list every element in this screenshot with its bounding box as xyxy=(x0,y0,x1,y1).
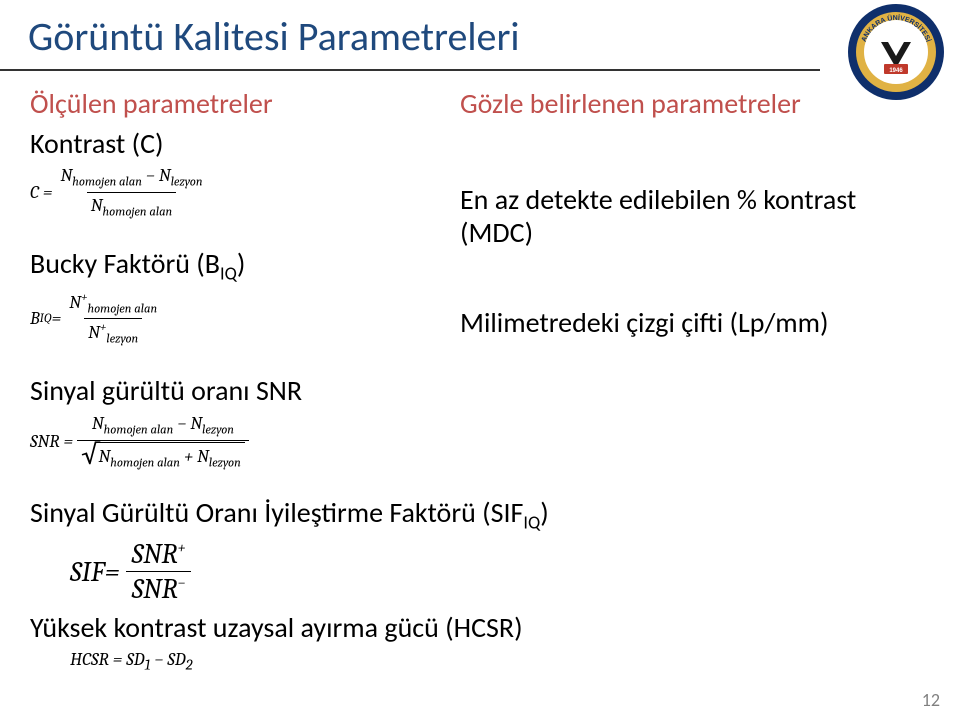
snr-minus: − xyxy=(177,413,190,434)
left-p2: Bucky Faktörü (BIQ) xyxy=(30,247,440,285)
svg-text:1946: 1946 xyxy=(889,68,903,74)
b-lhs-sub: IQ xyxy=(40,311,52,327)
right-p2: Milimetredeki çizgi çifti (Lp/mm) xyxy=(460,306,930,340)
snr-den-n2: N xyxy=(197,446,209,467)
c-den-sub: homojen alan xyxy=(103,206,173,220)
snr-num-n2: N xyxy=(190,413,202,434)
content-columns: Ölçülen parametreler Kontrast (C) C = Nh… xyxy=(0,71,960,490)
hcsr-a: HCSR = SD xyxy=(70,649,145,670)
bottom-p2: Yüksek kontrast uzaysal ayırma gücü (HCS… xyxy=(30,611,930,645)
c-num-sub1: homojen alan xyxy=(72,176,142,190)
left-p2-c: ) xyxy=(237,246,246,281)
sif-num: SNR xyxy=(132,538,178,570)
formula-hcsr: HCSR = SD1 − SD2 xyxy=(70,649,930,674)
formula-contrast: C = Nhomojen alan − Nlezyon Nhomojen ala… xyxy=(30,164,211,221)
b-lhs: B xyxy=(30,307,40,330)
hcsr-mid: − SD xyxy=(150,649,185,670)
bottom-p1: Sinyal Gürültü Oranı İyileştirme Faktörü… xyxy=(30,496,930,534)
snr-den-sub2: lezyon xyxy=(209,457,241,471)
sif-den-sup: − xyxy=(178,574,186,592)
snr-lhs: SNR = xyxy=(30,430,73,453)
c-minus: − xyxy=(146,165,159,186)
snr-plus: + xyxy=(184,446,197,467)
b-num-sub: homojen alan xyxy=(87,302,157,316)
b-den-n: N xyxy=(88,322,100,343)
right-column: Gözle belirlenen parametreler En az dete… xyxy=(460,87,930,490)
page-number: 12 xyxy=(922,689,940,711)
snr-num-n1: N xyxy=(92,413,104,434)
snr-den-sub1: homojen alan xyxy=(110,457,180,471)
hcsr-sub2: 2 xyxy=(186,656,193,674)
b-eq: = xyxy=(52,307,62,330)
left-p1: Kontrast (C) xyxy=(30,127,440,161)
bottom-p1-a: Sinyal Gürültü Oranı İyileştirme Faktörü… xyxy=(30,495,523,530)
right-p1: En az detekte edilebilen % kontrast (MDC… xyxy=(460,183,930,250)
left-header: Ölçülen parametreler xyxy=(30,87,440,121)
left-column: Ölçülen parametreler Kontrast (C) C = Nh… xyxy=(30,87,440,490)
bottom-section: Sinyal Gürültü Oranı İyileştirme Faktörü… xyxy=(0,490,960,674)
b-den-sub: lezyon xyxy=(106,333,138,347)
c-num-n1: N xyxy=(60,165,72,186)
slide-title: Görüntü Kalitesi Parametreleri xyxy=(0,0,820,71)
bottom-p1-c: ) xyxy=(540,495,549,530)
c-num-n2: N xyxy=(159,165,171,186)
snr-den-n1: N xyxy=(98,446,110,467)
sif-lhs: SIF= xyxy=(70,556,120,588)
formula-sif: SIF= SNR+ SNR− xyxy=(70,538,930,605)
bottom-p1-sub: IQ xyxy=(523,512,540,534)
university-logo: 1946 ANKARA ÜNİVERSİTESİ xyxy=(846,2,946,102)
c-num-sub2: lezyon xyxy=(171,176,203,190)
formula-snr: SNR = Nhomojen alan − Nlezyon √ Nhomojen… xyxy=(30,412,253,472)
left-p2-sub: IQ xyxy=(220,263,237,285)
b-num-n: N xyxy=(69,292,81,313)
sif-den: SNR xyxy=(132,573,178,605)
snr-num-sub2: lezyon xyxy=(202,424,234,438)
left-p2-a: Bucky Faktörü (B xyxy=(30,246,220,281)
sif-num-sup: + xyxy=(178,539,186,557)
formula-bucky: BIQ = N+homojen alan N+lezyon xyxy=(30,290,165,349)
c-den-n: N xyxy=(91,195,103,216)
left-p3: Sinyal gürültü oranı SNR xyxy=(30,374,440,408)
c-lhs: C = xyxy=(30,181,52,204)
snr-num-sub1: homojen alan xyxy=(104,424,174,438)
